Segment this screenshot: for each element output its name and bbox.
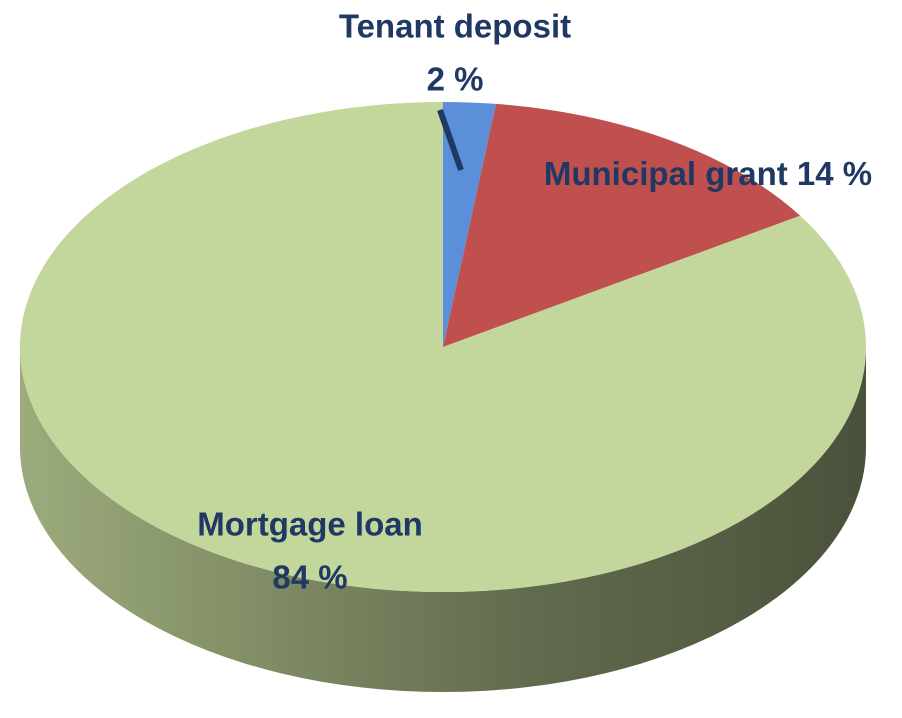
slice-label: Tenant deposit: [339, 8, 571, 45]
slice-label: Municipal grant 14 %: [544, 155, 872, 192]
pie: [19, 102, 867, 692]
slice-value-label: 14 %: [797, 155, 872, 192]
leader-line: [437, 109, 464, 171]
slice-value-label: 2 %: [427, 61, 484, 98]
slice: [443, 103, 801, 347]
slice-label: Mortgage loan: [197, 506, 423, 543]
slice-side-shade: [20, 347, 866, 692]
slice: [19, 102, 867, 592]
slice-label: Municipal grant: [544, 155, 788, 192]
slice-value-label: 84 %: [272, 559, 347, 596]
